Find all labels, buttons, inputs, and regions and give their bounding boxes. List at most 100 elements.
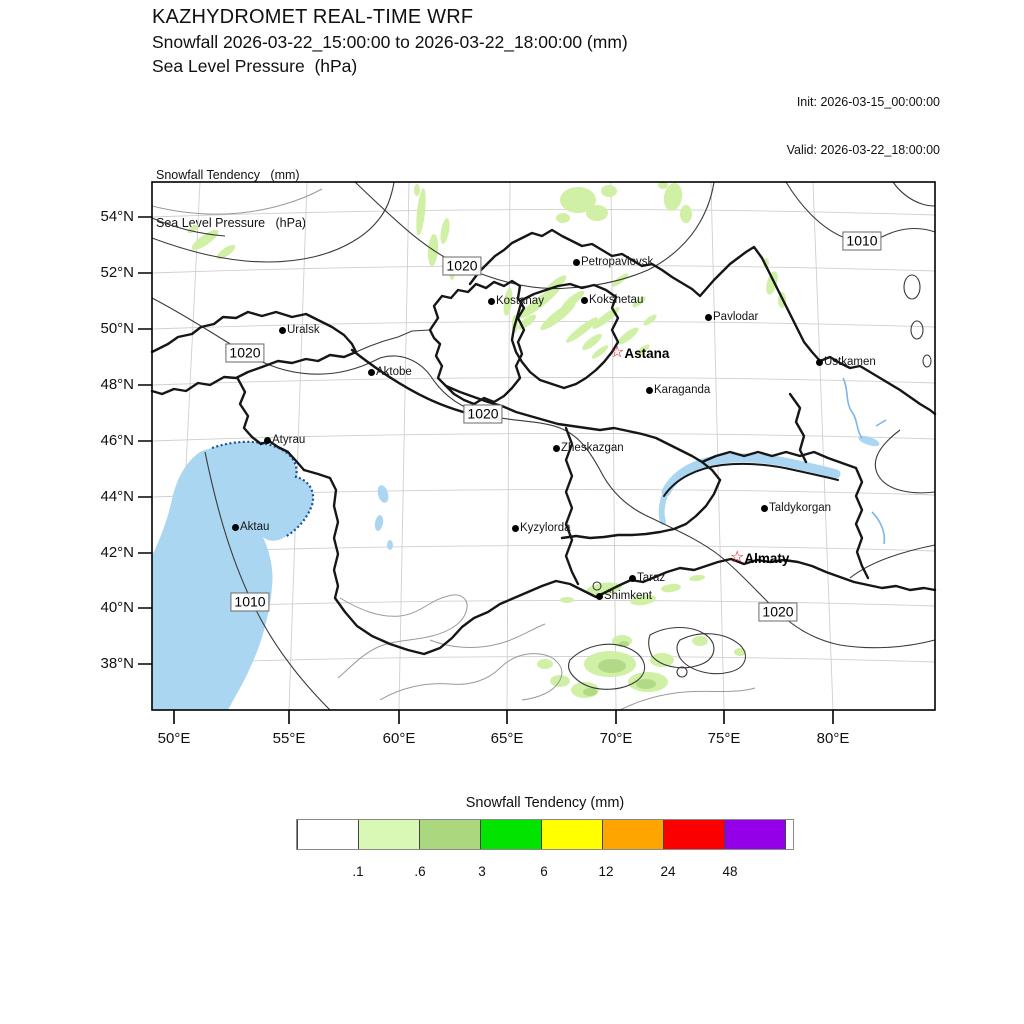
lat-tick-label: 52°N [100, 264, 134, 281]
map-frame [138, 181, 936, 724]
capital-marker-almaty: ☆ Almaty [730, 550, 789, 566]
city-dot-icon [368, 368, 375, 376]
caption-snowfall: Snowfall Tendency (mm) [156, 168, 300, 182]
coastline-layer [151, 188, 756, 711]
city-label: Ustkamen [824, 356, 876, 368]
city-label: Petropavlovsk [581, 256, 654, 268]
legend-swatch [602, 820, 664, 849]
map-field-caption: Snowfall Tendency (mm) Sea Level Pressur… [156, 135, 306, 247]
pressure-label: 1020 [758, 602, 798, 622]
water-layer [152, 435, 880, 710]
city-label: Taraz [637, 572, 666, 584]
pressure-label: 1020 [225, 343, 265, 363]
legend-threshold: 3 [478, 864, 486, 879]
pressure-label: 1020 [463, 404, 503, 424]
city-label: Zheskazgan [561, 442, 624, 454]
lon-tick-label: 80°E [816, 730, 850, 747]
lat-tick-label: 42°N [100, 544, 134, 561]
run-time-block: Init: 2026-03-15_00:00:00 Valid: 2026-03… [787, 62, 940, 174]
legend-swatch [419, 820, 481, 849]
lake-zaysan [858, 435, 880, 447]
pressure-label: 1010 [230, 592, 270, 612]
lat-tick-label: 40°N [100, 599, 134, 616]
city-marker-kyzylorda: Kyzylorda [512, 522, 571, 534]
city-dot-icon [232, 523, 239, 531]
city-dot-icon [512, 524, 519, 532]
legend-threshold: 48 [722, 864, 738, 879]
valid-time-label: Valid: 2026-03-22_18:00:00 [786, 143, 940, 157]
lat-tick-label: 50°N [100, 320, 134, 337]
city-label: Kostanay [496, 295, 544, 307]
capital-marker-astana: ☆ Astana [610, 345, 669, 361]
city-label: Karaganda [654, 384, 711, 396]
legend-swatch [663, 820, 725, 849]
legend-swatch [541, 820, 603, 849]
legend-title: Snowfall Tendency (mm) [465, 795, 625, 811]
city-marker-kokshetau: Kokshetau [581, 294, 643, 306]
caspian-coast-dotted [211, 440, 315, 538]
city-dot-icon [573, 258, 580, 266]
legend-threshold: 12 [598, 864, 614, 879]
city-marker-aktobe: Aktobe [368, 366, 412, 378]
init-time-label: Init: 2026-03-15_00:00:00 [796, 95, 940, 109]
city-marker-karaganda: Karaganda [646, 384, 710, 396]
city-dot-icon [553, 444, 560, 452]
legend-swatch [724, 820, 786, 849]
capital-label: Astana [624, 345, 670, 361]
city-label: Taldykorgan [769, 502, 832, 514]
lon-tick-label: 75°E [707, 730, 741, 747]
city-dot-icon [629, 574, 636, 582]
city-marker-pavlodar: Pavlodar [705, 311, 758, 323]
capital-star-icon: ☆ [610, 344, 625, 361]
lon-tick-label: 50°E [157, 730, 191, 747]
pressure-label: 1010 [842, 231, 882, 251]
lat-tick-label: 46°N [100, 432, 134, 449]
page-title: KAZHYDROMET REAL-TIME WRF [152, 6, 474, 28]
city-dot-icon [488, 297, 495, 305]
small-lake [387, 540, 393, 550]
city-marker-uralsk: Uralsk [279, 324, 320, 336]
lat-tick-label: 54°N [100, 208, 134, 225]
city-label: Kokshetau [589, 294, 644, 306]
legend-threshold: 24 [660, 864, 676, 879]
caspian-sea [152, 441, 314, 710]
legend-swatch [480, 820, 542, 849]
city-marker-petropavlovsk: Petropavlovsk [573, 256, 653, 268]
city-marker-zheskazgan: Zheskazgan [553, 442, 624, 454]
city-label: Shimkent [604, 590, 652, 602]
legend-colorbar [296, 819, 794, 850]
city-marker-shimkent: Shimkent [596, 590, 652, 602]
city-marker-kostanay: Kostanay [488, 295, 544, 307]
product-subtitle: Snowfall 2026-03-22_15:00:00 to 2026-03-… [152, 32, 628, 52]
aral-sea-remnant [377, 485, 389, 503]
pressure-label: 1020 [442, 256, 482, 276]
lon-tick-label: 65°E [490, 730, 524, 747]
city-label: Pavlodar [713, 311, 759, 323]
city-dot-icon [581, 296, 588, 304]
city-dot-icon [596, 592, 603, 600]
city-dot-icon [705, 313, 712, 321]
lat-tick-label: 38°N [100, 655, 134, 672]
city-label: Kyzylorda [520, 522, 571, 534]
legend-threshold: 6 [540, 864, 548, 879]
legend-swatch [358, 820, 420, 849]
city-dot-icon [761, 504, 768, 512]
field-subtitle: Sea Level Pressure (hPa) [152, 56, 358, 76]
city-dot-icon [646, 386, 653, 394]
city-marker-aktau: Aktau [232, 521, 269, 533]
rivers-layer [842, 377, 887, 545]
legend-threshold: .6 [414, 864, 426, 879]
city-marker-atyrau: Atyrau [264, 434, 305, 446]
lon-tick-label: 55°E [272, 730, 306, 747]
lat-tick-label: 44°N [100, 488, 134, 505]
legend-threshold: .1 [352, 864, 364, 879]
capital-star-icon: ☆ [730, 549, 745, 566]
city-dot-icon [279, 326, 286, 334]
city-dot-icon [264, 436, 271, 444]
aral-sea-remnant [374, 515, 384, 531]
legend-swatch [297, 820, 359, 849]
capital-label: Almaty [744, 550, 790, 566]
city-marker-taldykorgan: Taldykorgan [761, 502, 831, 514]
